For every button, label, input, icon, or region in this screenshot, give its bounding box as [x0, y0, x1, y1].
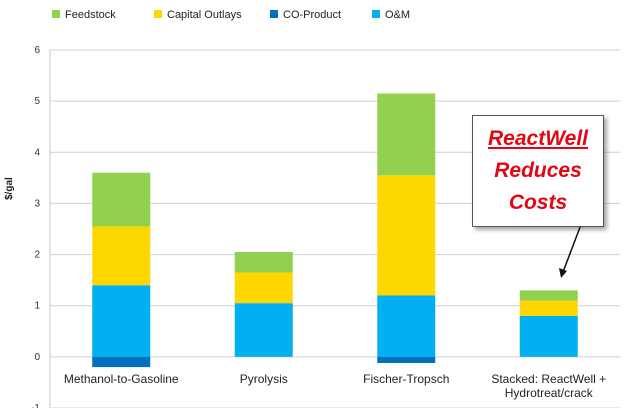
y-tick-label: 3	[34, 198, 40, 209]
bar-segment	[92, 172, 151, 227]
bar-segment	[377, 93, 436, 176]
y-axis-label: $/gal	[4, 177, 15, 200]
legend-label: Feedstock	[65, 9, 116, 21]
legend-label: CO-Product	[283, 9, 342, 21]
bar-segment	[377, 356, 436, 363]
x-category-label: Fischer-Tropsch	[363, 372, 449, 386]
legend-item: Feedstock	[52, 9, 116, 21]
y-tick-label: 2	[34, 250, 40, 261]
bar-segment	[519, 315, 578, 357]
reactwell-callout: ReactWell Reduces Costs	[472, 115, 604, 227]
y-tick-label: 1	[34, 301, 40, 312]
bar-segment	[377, 295, 436, 357]
y-tick-label: 4	[34, 147, 40, 158]
y-axis-ticks: -1 0 1 2 3 4 5 6	[31, 45, 40, 408]
y-tick-label: -1	[31, 403, 40, 408]
callout-arrowhead	[559, 268, 567, 278]
bar-segment	[234, 303, 293, 357]
bar-segment	[92, 356, 151, 368]
bar-segment	[234, 272, 293, 304]
y-tick-label: 6	[34, 45, 40, 56]
legend-item: Capital Outlays	[154, 9, 242, 21]
legend-swatch	[154, 10, 162, 18]
callout-arrow	[562, 221, 583, 273]
x-category-label: Hydrotreat/crack	[505, 386, 594, 400]
legend-swatch	[270, 10, 278, 18]
x-category-label: Stacked: ReactWell +	[491, 372, 606, 386]
legend-swatch	[372, 10, 380, 18]
x-category-label: Pyrolysis	[240, 372, 288, 386]
bar-segment	[92, 285, 151, 357]
callout-line-1: ReactWell	[488, 127, 588, 150]
x-axis-categories: Methanol-to-Gasoline Pyrolysis Fischer-Tro…	[64, 372, 606, 400]
legend-item: O&M	[372, 9, 410, 21]
y-tick-label: 0	[34, 352, 40, 363]
y-tick-label: 5	[34, 96, 40, 107]
legend-label: Capital Outlays	[167, 9, 242, 21]
bar-segment	[519, 300, 578, 316]
bars	[92, 93, 578, 368]
x-category-label: Methanol-to-Gasoline	[64, 372, 179, 386]
callout-line-2: Reduces	[494, 159, 582, 182]
bar-segment	[92, 226, 151, 286]
legend-label: O&M	[385, 9, 411, 21]
bar-segment	[234, 252, 293, 273]
bar-segment	[519, 290, 578, 301]
bar-segment	[377, 175, 436, 296]
legend-swatch	[52, 10, 60, 18]
callout-line-3: Costs	[508, 191, 568, 214]
legend-item: CO-Product	[270, 9, 341, 21]
